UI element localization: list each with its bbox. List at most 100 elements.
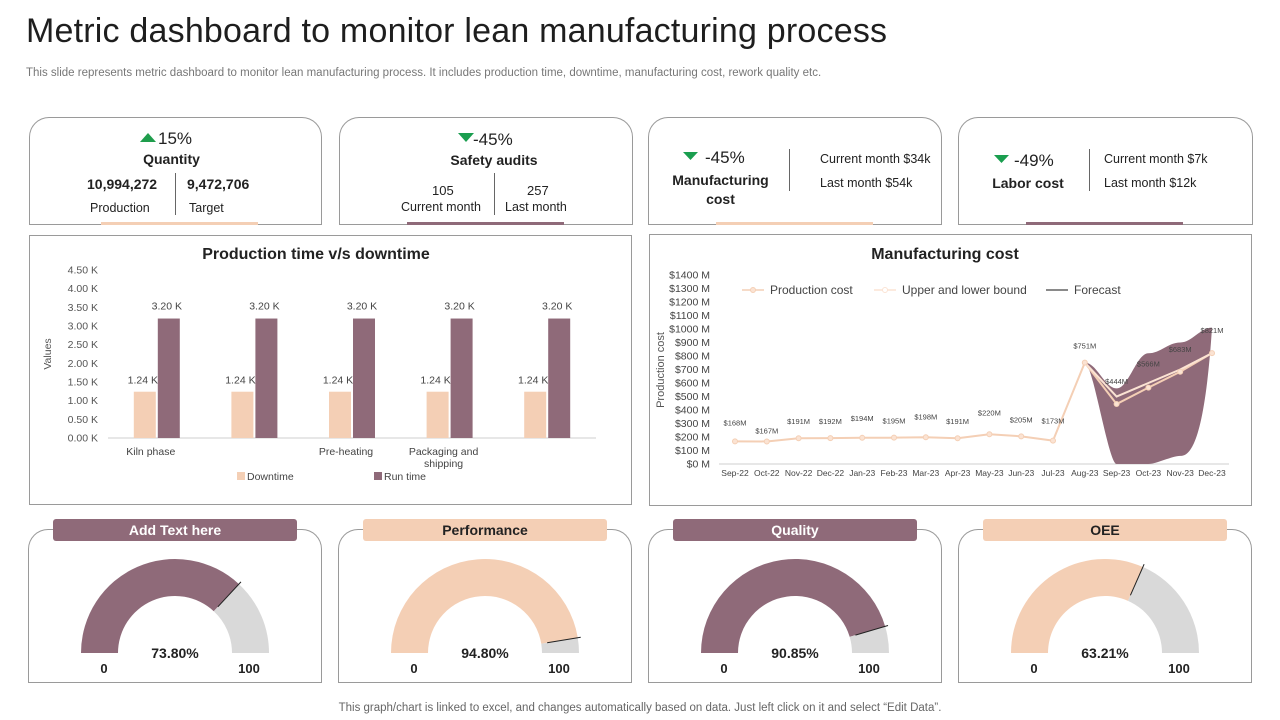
data-label: $191M [946,417,969,426]
data-label: 1.24 K [323,375,353,387]
data-point [1050,437,1056,444]
bar-downtime [231,391,254,438]
triangle-down-icon [683,152,698,160]
y-tick-label: 0.00 K [68,433,98,445]
legend-label-bound: Upper and lower bound [902,283,1027,297]
gauge-min-label: 0 [410,661,417,676]
legend-marker-production [750,287,756,293]
y-tick-label: $300 M [675,418,710,430]
divider [494,173,495,215]
data-label: $194M [851,414,874,423]
manufacturing-cost-chart-panel [649,234,1252,506]
gauge-min-label: 0 [1030,661,1037,676]
x-tick-label: Nov-22 [785,468,813,478]
data-label: $191M [787,417,810,426]
gauge-value-label: 73.80% [151,645,199,661]
x-tick-label: Aug-23 [1071,468,1099,478]
gauge-title: Performance [363,519,607,541]
kpi-label: Quantity [143,151,200,167]
x-tick-label: Packaging and [409,446,479,458]
gauge-chart[interactable]: 94.80% 0 100 [338,542,632,682]
y-tick-label: 3.00 K [68,321,98,333]
data-point [859,434,866,441]
gauge-value-label: 90.85% [771,645,819,661]
y-tick-label: $600 M [675,378,710,390]
confidence-band [1084,327,1212,464]
data-point [954,435,961,442]
data-label: $683M [1169,345,1192,354]
x-tick-label: Oct-22 [754,468,780,478]
production-cost-line [734,352,1213,443]
kpi-change: -49% [1014,151,1054,170]
gauge-chart[interactable]: 63.21% 0 100 [958,542,1252,682]
gauge-title: OEE [983,519,1227,541]
y-tick-label: $700 M [675,364,710,376]
data-label: $205M [1010,415,1033,424]
gauge-title: Add Text here [53,519,297,541]
y-tick-label: $900 M [675,337,710,349]
data-label: 3.20 K [347,301,377,313]
gauge-remainder-arc [849,626,889,653]
legend-swatch-runtime [374,472,382,480]
gauge-needle [855,625,889,636]
kpi-current: Current month $7k [1104,152,1208,166]
x-tick-label: Pre-heating [319,446,373,458]
production-time-chart[interactable]: Production time v/s downtime Values 0.00 K… [29,235,632,505]
data-label: 1.24 K [518,375,548,387]
gauge-needle [547,636,581,644]
legend-label-production: Production cost [770,283,853,297]
y-tick-label: $0 M [687,459,710,471]
kpi-card-manufacturing [648,117,942,224]
data-label: $167M [755,426,778,435]
gauge-max-label: 100 [1168,661,1190,676]
y-axis-label: Values [42,338,54,369]
bar-downtime [133,391,156,438]
gauge-max-label: 100 [548,661,570,676]
gauge-value-label: 63.21% [1081,645,1129,661]
x-tick-label: Kiln phase [126,446,175,458]
kpi-production-label: Production [90,201,150,215]
gauge-chart[interactable]: 73.80% 0 100 [28,542,322,682]
kpi-last-value: 257 [527,183,549,198]
gauge-chart[interactable]: 90.85% 0 100 [648,542,942,682]
page-title: Metric dashboard to monitor lean manufac… [26,12,888,50]
y-tick-label: 4.50 K [68,265,98,277]
bar-runtime [548,318,571,438]
data-label: $220M [978,408,1001,417]
kpi-accent-bar [407,222,564,225]
triangle-down-icon [994,155,1009,163]
y-tick-label: 0.50 K [68,414,98,426]
y-tick-label: $1400 M [669,270,710,282]
gauge-value-arc [81,559,239,653]
kpi-accent-bar [1026,222,1183,225]
bar-runtime [255,318,278,438]
gauge-value-arc [1011,559,1143,653]
kpi-accent-bar [101,222,258,225]
y-tick-label: $1100 M [670,310,710,322]
divider [175,173,176,215]
chart-title: Production time v/s downtime [202,246,430,263]
y-tick-label: 2.00 K [68,358,98,370]
data-point [1209,350,1215,357]
x-tick-label: May-23 [975,468,1004,478]
chart-title: Manufacturing cost [871,246,1019,263]
legend-label-forecast: Forecast [1074,283,1121,297]
kpi-accent-bar [716,222,873,225]
legend-swatch-downtime [237,472,245,480]
gauge-value-arc [391,559,578,653]
kpi-current-label: Current month [401,200,481,214]
x-tick-label: Apr-23 [945,468,971,478]
x-tick-label: Nov-23 [1166,468,1194,478]
data-point [1145,384,1152,391]
y-tick-label: $400 M [675,405,710,417]
production-time-chart-panel [29,235,632,505]
x-tick-label: shipping [424,458,463,470]
data-point [827,435,834,442]
data-label: $173M [1042,417,1065,426]
y-tick-label: $100 M [675,445,710,457]
data-label: $198M [914,412,937,421]
kpi-current: Current month $34k [820,152,931,166]
manufacturing-cost-chart[interactable]: Manufacturing cost Production cost $0 M $10… [649,234,1252,506]
bar-runtime [353,318,375,438]
y-tick-label: $500 M [675,391,710,403]
